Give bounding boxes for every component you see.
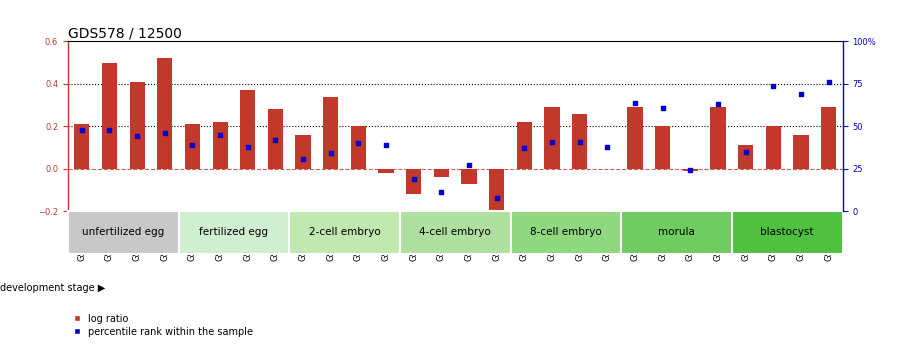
Bar [157,58,172,169]
Point [794,91,808,97]
Text: unfertilized egg: unfertilized egg [82,227,164,237]
Bar [794,135,809,169]
Bar [295,135,311,169]
Bar [710,107,726,169]
FancyBboxPatch shape [289,211,400,254]
Bar [323,97,338,169]
FancyBboxPatch shape [511,211,622,254]
Point [738,149,753,155]
Point [656,105,670,110]
Point [683,168,698,173]
Point [545,139,559,144]
Text: 2-cell embryo: 2-cell embryo [309,227,381,237]
Point [489,195,504,200]
Point [822,79,836,85]
Point [296,156,311,161]
Point [600,144,614,149]
Point [74,127,89,132]
FancyBboxPatch shape [732,211,843,254]
Bar [240,90,255,169]
Bar [683,169,698,171]
Bar [185,124,200,169]
Point [240,144,255,149]
Text: 8-cell embryo: 8-cell embryo [530,227,602,237]
Bar [821,107,836,169]
Point [185,142,199,148]
Point [711,101,726,107]
Point [130,134,144,139]
Bar [213,122,227,169]
Text: GDS578 / 12500: GDS578 / 12500 [68,26,182,40]
Bar [545,107,560,169]
FancyBboxPatch shape [68,211,178,254]
Point [213,132,227,138]
Point [462,162,477,168]
Point [573,139,587,144]
Bar [766,126,781,169]
Text: morula: morula [658,227,695,237]
Bar [406,169,421,194]
Point [628,100,642,105]
Bar [655,126,670,169]
Text: fertilized egg: fertilized egg [199,227,268,237]
Point [434,190,448,195]
Point [102,127,117,132]
Text: 4-cell embryo: 4-cell embryo [419,227,491,237]
Bar [130,82,145,169]
Point [323,151,338,156]
Bar [738,145,754,169]
FancyBboxPatch shape [400,211,511,254]
Bar [101,62,117,169]
FancyBboxPatch shape [178,211,289,254]
Point [517,146,532,151]
Bar [379,169,394,173]
Bar [573,114,587,169]
Text: development stage ▶: development stage ▶ [0,283,105,293]
Legend: log ratio, percentile rank within the sample: log ratio, percentile rank within the sa… [72,314,254,337]
Point [379,142,393,148]
Point [352,140,366,146]
Bar [516,122,532,169]
Bar [434,169,449,177]
Point [158,130,172,136]
Bar [489,169,505,213]
Bar [351,126,366,169]
Text: blastocyst: blastocyst [760,227,814,237]
Bar [74,124,90,169]
Point [766,83,781,88]
FancyBboxPatch shape [622,211,732,254]
Bar [628,107,642,169]
Point [407,176,421,182]
Point [268,137,283,142]
Bar [268,109,283,169]
Bar [461,169,477,184]
